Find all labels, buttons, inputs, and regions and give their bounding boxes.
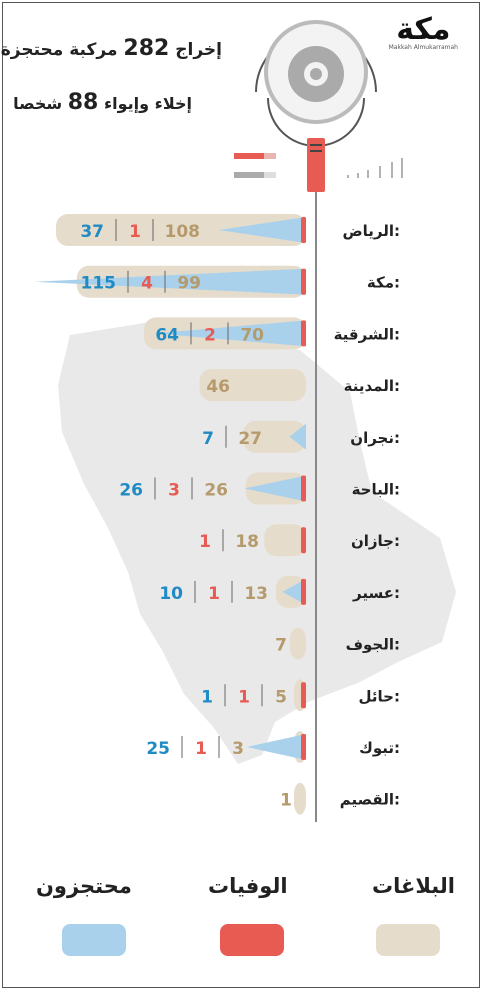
headline-evac-post: شخصا — [13, 94, 63, 113]
reports-value: 46 — [206, 377, 230, 397]
deaths-value: 1 — [208, 584, 220, 604]
category-label: جازان: — [351, 532, 400, 550]
headline-evacuation: إخلاء وإيواء 88 شخصا — [13, 90, 192, 115]
deaths-value: 1 — [238, 687, 250, 707]
deaths-marker — [301, 527, 306, 554]
deaths-value: 1 — [129, 222, 141, 242]
category-label: تبوك: — [359, 739, 400, 757]
reports-value: 108 — [165, 222, 201, 242]
frame-border — [2, 2, 480, 988]
category-label: الشرقية: — [334, 325, 400, 343]
deaths-marker — [301, 578, 306, 605]
deaths-value: 4 — [141, 274, 153, 294]
reports-bar — [243, 420, 306, 453]
deaths-marker — [301, 320, 306, 347]
reports-bar — [289, 627, 306, 660]
category-label: عسير: — [352, 584, 400, 602]
deaths-marker — [301, 268, 306, 295]
headline-vehicles-number: 282 — [123, 36, 170, 61]
deaths-value: 2 — [204, 325, 216, 345]
deaths-marker — [301, 734, 306, 760]
reports-value: 13 — [244, 584, 268, 604]
detained-triangle — [218, 217, 306, 243]
deaths-value: 1 — [199, 532, 211, 552]
legend-swatch-deaths — [220, 924, 284, 956]
headline-vehicles-post: مركبة محتجزة — [0, 40, 118, 60]
brand-logo: مكة Makkah Almukarramah — [388, 15, 458, 52]
detained-triangle — [154, 320, 306, 347]
deaths-value: 3 — [168, 481, 180, 501]
deaths-marker — [301, 217, 306, 243]
category-label: نجران: — [350, 429, 400, 447]
category-label: الباحة: — [352, 481, 400, 499]
reports-value: 26 — [204, 481, 228, 501]
category-label: الجوف: — [346, 636, 400, 654]
detained-triangle — [282, 578, 306, 605]
detained-triangle — [289, 423, 306, 450]
legend-swatch-reports — [376, 924, 440, 956]
small-bars-decoration — [234, 153, 403, 178]
category-label: الرياض: — [342, 222, 400, 240]
reports-value: 5 — [275, 687, 287, 707]
deaths-value: 1 — [195, 739, 207, 759]
detained-value: 26 — [119, 481, 143, 501]
detained-triangle — [244, 475, 306, 502]
reports-value: 1 — [280, 791, 292, 811]
reports-value: 27 — [238, 429, 262, 449]
headline-vehicles-pre: إخراج — [175, 40, 222, 60]
reports-value: 7 — [275, 636, 287, 656]
detained-value: 10 — [159, 584, 183, 604]
reports-value: 99 — [177, 274, 201, 294]
deaths-marker — [301, 475, 306, 502]
deaths-marker — [301, 682, 306, 709]
detained-value: 1 — [201, 687, 213, 707]
headline-evac-pre: إخلاء وإيواء — [103, 94, 192, 113]
reports-value: 3 — [232, 739, 244, 759]
detained-value: 25 — [146, 739, 170, 759]
brand-subtitle: Makkah Almukarramah — [388, 44, 458, 51]
legend-label-detained: محتجزون — [36, 874, 132, 898]
reports-bar — [264, 524, 306, 557]
headline-vehicles: إخراج 282 مركبة محتجزة — [1, 36, 222, 61]
headline-evac-number: 88 — [67, 90, 99, 115]
brand-name: مكة — [396, 12, 451, 47]
detained-value: 37 — [80, 222, 104, 242]
reports-bar — [294, 782, 306, 815]
legend-label-reports: البلاغات — [372, 874, 455, 898]
detained-value: 115 — [81, 274, 117, 294]
detained-triangle — [34, 268, 306, 295]
category-label: حائل: — [359, 687, 400, 705]
legend-swatch-detained — [62, 924, 126, 956]
reports-bar — [199, 369, 306, 402]
category-label: مكة: — [367, 274, 400, 292]
legend-label-deaths: الوفيات — [208, 874, 288, 898]
detained-value: 64 — [155, 325, 179, 345]
detained-value: 7 — [202, 429, 214, 449]
category-label: القصيم: — [340, 791, 400, 809]
category-label: المدينة: — [344, 377, 400, 395]
reports-bar — [56, 214, 306, 246]
reports-value: 70 — [240, 325, 264, 345]
saudi-map-shape — [58, 322, 456, 764]
reports-value: 18 — [235, 532, 259, 552]
detained-triangle — [246, 734, 306, 760]
magnifier-icon — [255, 20, 377, 192]
